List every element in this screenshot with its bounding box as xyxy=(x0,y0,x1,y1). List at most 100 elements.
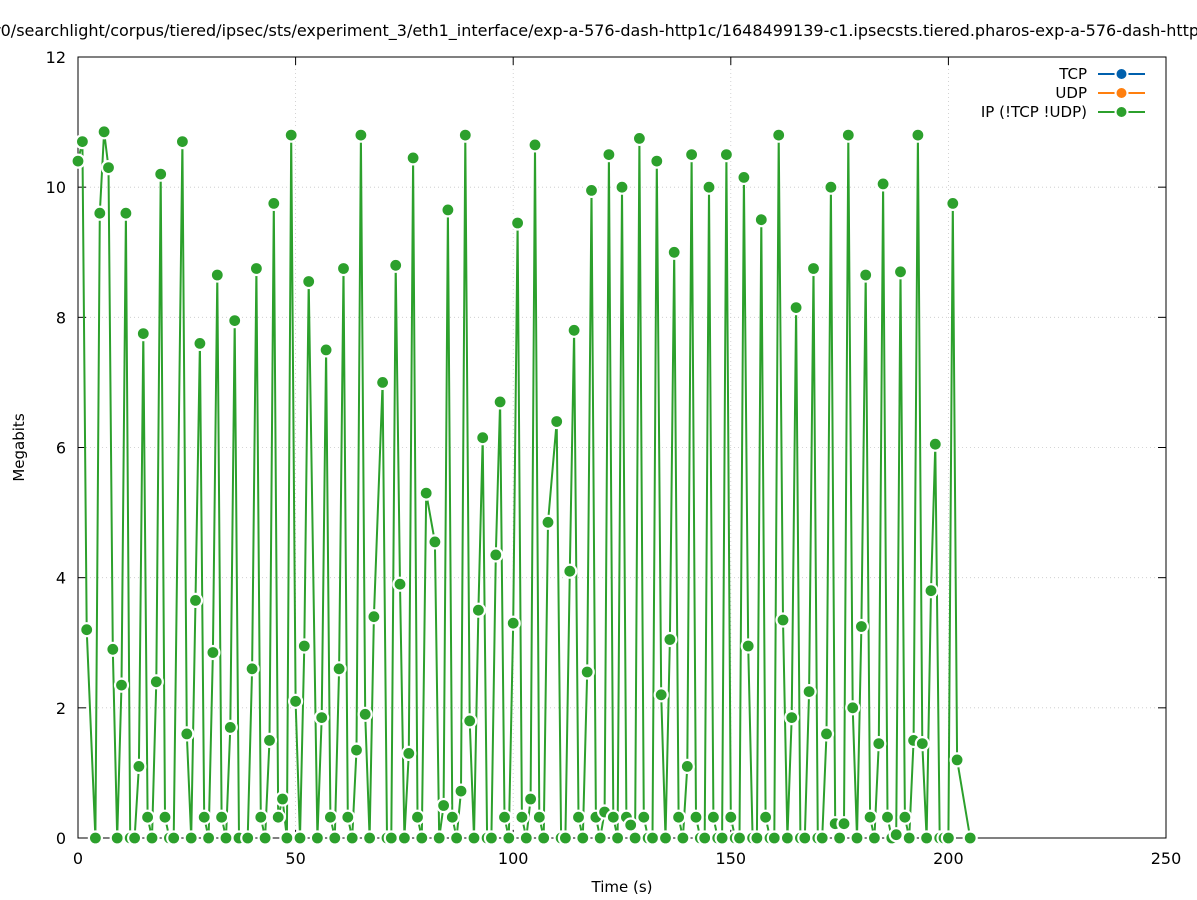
data-point xyxy=(753,212,769,228)
series-line xyxy=(77,130,972,839)
data-point xyxy=(583,182,600,198)
data-point xyxy=(771,127,787,143)
data-point xyxy=(392,576,408,592)
data-point xyxy=(118,205,134,221)
data-point xyxy=(897,809,913,825)
data-point xyxy=(714,830,730,846)
legend-label: TCP xyxy=(1058,65,1087,83)
data-point xyxy=(518,830,534,846)
data-point xyxy=(749,830,765,846)
series-layer xyxy=(70,124,978,846)
data-point xyxy=(740,638,756,654)
legend-marker xyxy=(1114,67,1129,81)
data-point xyxy=(187,592,204,609)
data-point xyxy=(466,830,482,846)
data-point xyxy=(836,816,852,832)
y-tick-label: 2 xyxy=(56,699,66,718)
y-tick-label: 8 xyxy=(56,308,66,327)
data-point xyxy=(166,830,182,846)
data-point xyxy=(214,809,230,825)
data-point xyxy=(405,150,421,166)
data-point xyxy=(96,124,112,140)
data-point xyxy=(257,830,273,846)
data-point xyxy=(701,179,717,195)
data-point xyxy=(348,742,365,758)
legend-marker xyxy=(1114,105,1129,119)
data-point xyxy=(222,719,238,736)
data-point xyxy=(383,830,399,846)
data-point xyxy=(697,830,713,846)
data-point xyxy=(675,830,691,846)
data-point xyxy=(501,830,517,846)
data-point xyxy=(388,257,404,273)
data-point xyxy=(775,612,791,628)
data-point xyxy=(862,809,878,825)
data-point xyxy=(148,674,164,690)
data-point xyxy=(614,179,630,195)
data-point xyxy=(488,547,504,563)
data-point xyxy=(283,127,299,143)
data-point xyxy=(731,830,748,846)
data-point xyxy=(279,830,295,846)
data-point xyxy=(192,335,208,351)
data-point xyxy=(566,322,582,338)
data-point xyxy=(557,830,574,846)
data-point xyxy=(840,127,856,143)
data-point xyxy=(945,195,961,211)
grid-lines xyxy=(78,57,1166,838)
data-point xyxy=(853,618,870,635)
data-point xyxy=(418,485,434,501)
data-point xyxy=(244,661,260,677)
data-point xyxy=(292,830,308,846)
data-point xyxy=(440,202,456,218)
data-point xyxy=(227,313,243,329)
data-point xyxy=(888,827,904,843)
data-point xyxy=(871,735,887,752)
data-point xyxy=(427,534,443,550)
legend-label: IP (!TCP !UDP) xyxy=(981,103,1087,121)
data-point xyxy=(218,830,234,846)
data-point xyxy=(483,830,499,846)
data-point xyxy=(144,830,160,846)
data-point xyxy=(314,709,330,726)
data-point xyxy=(736,169,752,185)
data-point xyxy=(296,638,312,654)
y-tick-label: 6 xyxy=(56,439,66,458)
x-tick-label: 100 xyxy=(498,849,529,868)
data-point xyxy=(357,706,373,722)
data-point xyxy=(831,830,848,846)
data-point xyxy=(344,830,360,846)
data-point xyxy=(562,563,578,579)
data-point xyxy=(579,664,595,680)
data-point xyxy=(201,830,217,846)
data-point xyxy=(157,809,173,825)
data-point xyxy=(918,830,935,846)
data-point xyxy=(858,267,874,283)
data-point xyxy=(705,809,722,825)
data-point xyxy=(366,609,382,625)
data-point xyxy=(927,436,943,452)
data-point xyxy=(240,830,256,846)
data-point xyxy=(797,830,813,846)
y-tick-label: 0 xyxy=(56,829,66,848)
data-point xyxy=(327,830,343,846)
data-point xyxy=(631,130,648,146)
data-point xyxy=(801,683,817,700)
data-point xyxy=(183,830,199,846)
y-tick-label: 10 xyxy=(46,178,66,197)
data-point xyxy=(923,583,939,599)
y-axis-label: Megabits xyxy=(10,413,28,481)
y-tick-label: 12 xyxy=(46,48,66,67)
data-point xyxy=(153,166,169,182)
data-point xyxy=(340,809,356,825)
data-point xyxy=(575,830,591,846)
data-point xyxy=(849,830,865,846)
legend-item: IP (!TCP !UDP) xyxy=(981,103,1145,121)
data-point xyxy=(309,830,325,846)
data-point xyxy=(514,809,530,825)
data-point xyxy=(818,726,835,742)
data-point xyxy=(892,264,909,280)
data-point xyxy=(436,797,452,814)
data-point xyxy=(910,127,926,143)
